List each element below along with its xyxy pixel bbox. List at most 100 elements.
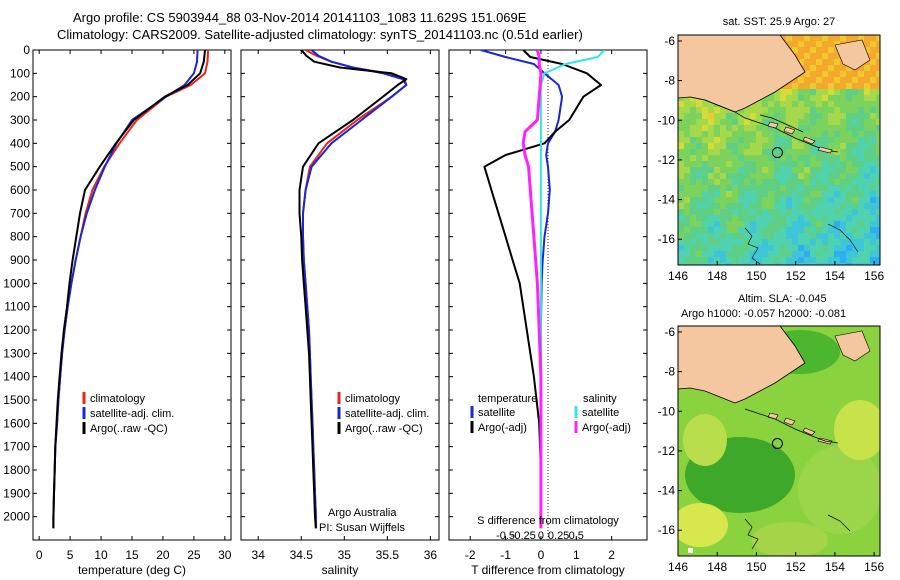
sst-cell bbox=[720, 215, 726, 221]
sst-cell bbox=[798, 215, 804, 221]
sst-cell bbox=[822, 47, 828, 53]
y-tick-label: 100 bbox=[10, 66, 30, 80]
sst-cell bbox=[738, 257, 744, 263]
sst-cell bbox=[768, 215, 774, 221]
sst-cell bbox=[792, 137, 798, 143]
sst-cell bbox=[858, 149, 864, 155]
sst-cell bbox=[786, 143, 792, 149]
sst-cell bbox=[834, 173, 840, 179]
sst-cell bbox=[738, 215, 744, 221]
sst-cell bbox=[750, 119, 756, 125]
sst-cell bbox=[798, 197, 804, 203]
sst-cell bbox=[864, 143, 870, 149]
sst-cell bbox=[792, 197, 798, 203]
sst-cell bbox=[876, 239, 880, 245]
sst-cell bbox=[750, 245, 756, 251]
sst-cell bbox=[690, 143, 696, 149]
sst-cell bbox=[840, 83, 846, 89]
sst-cell bbox=[714, 215, 720, 221]
sst-cell bbox=[678, 167, 684, 173]
sst-cell bbox=[864, 89, 870, 95]
sst-cell bbox=[870, 59, 876, 65]
sst-cell bbox=[792, 233, 798, 239]
pi-note: PI: Susan Wijffels bbox=[319, 522, 405, 534]
sst-cell bbox=[786, 251, 792, 257]
sst-cell bbox=[852, 167, 858, 173]
sst-cell bbox=[816, 143, 822, 149]
sst-cell bbox=[858, 203, 864, 209]
sst-cell bbox=[804, 95, 810, 101]
sst-cell bbox=[798, 191, 804, 197]
sst-cell bbox=[774, 263, 780, 265]
sst-cell bbox=[870, 71, 876, 77]
sst-cell bbox=[726, 221, 732, 227]
sst-cell bbox=[780, 155, 786, 161]
sst-cell bbox=[714, 257, 720, 263]
sst-cell bbox=[810, 209, 816, 215]
sst-cell bbox=[732, 203, 738, 209]
sst-cell bbox=[684, 215, 690, 221]
sst-cell bbox=[846, 263, 852, 265]
sst-cell bbox=[816, 41, 822, 47]
sst-cell bbox=[774, 203, 780, 209]
sst-cell bbox=[822, 239, 828, 245]
sst-cell bbox=[756, 173, 762, 179]
legend-label-argo: Argo(..raw -QC) bbox=[90, 423, 168, 435]
sst-cell bbox=[684, 161, 690, 167]
sst-cell bbox=[804, 203, 810, 209]
sst-cell bbox=[792, 179, 798, 185]
sst-cell bbox=[870, 77, 876, 83]
sst-cell bbox=[714, 125, 720, 131]
sst-cell bbox=[804, 221, 810, 227]
sst-cell bbox=[732, 239, 738, 245]
legend-label-argo: Argo(..raw -QC) bbox=[345, 423, 423, 435]
sst-cell bbox=[870, 233, 876, 239]
sst-cell bbox=[684, 185, 690, 191]
sst-cell bbox=[840, 77, 846, 83]
sst-cell bbox=[870, 179, 876, 185]
sst-cell bbox=[780, 257, 786, 263]
sst-cell bbox=[816, 161, 822, 167]
sst-cell bbox=[702, 245, 708, 251]
sst-cell bbox=[732, 251, 738, 257]
sst-cell bbox=[876, 113, 880, 119]
sst-cell bbox=[756, 263, 762, 265]
sst-cell bbox=[822, 233, 828, 239]
sst-cell bbox=[858, 113, 864, 119]
sst-cell bbox=[714, 191, 720, 197]
sst-cell bbox=[804, 233, 810, 239]
sst-cell bbox=[780, 239, 786, 245]
sst-cell bbox=[744, 113, 750, 119]
sst-cell bbox=[798, 239, 804, 245]
sst-cell bbox=[870, 83, 876, 89]
sst-cell bbox=[702, 143, 708, 149]
sst-cell bbox=[696, 167, 702, 173]
sst-cell bbox=[780, 95, 786, 101]
y-tick-label: 1900 bbox=[3, 486, 30, 500]
sst-cell bbox=[714, 131, 720, 137]
sst-cell bbox=[720, 191, 726, 197]
sst-cell bbox=[852, 143, 858, 149]
sst-cell bbox=[720, 257, 726, 263]
y-tick-label: 2000 bbox=[3, 510, 30, 524]
sst-cell bbox=[684, 101, 690, 107]
sst-cell bbox=[810, 41, 816, 47]
sst-cell bbox=[768, 239, 774, 245]
sst-cell bbox=[726, 173, 732, 179]
sst-cell bbox=[816, 35, 822, 41]
sst-cell bbox=[792, 251, 798, 257]
sst-cell bbox=[846, 179, 852, 185]
sst-cell bbox=[696, 245, 702, 251]
sla-map-title-line2: Argo h1000: -0.057 h2000: -0.081 bbox=[681, 308, 846, 320]
sst-cell bbox=[858, 143, 864, 149]
x-tick-label: 34 bbox=[252, 548, 266, 562]
sst-cell bbox=[744, 203, 750, 209]
sst-cell bbox=[726, 143, 732, 149]
sst-cell bbox=[876, 41, 880, 47]
sst-cell bbox=[804, 149, 810, 155]
sst-cell bbox=[792, 149, 798, 155]
sst-cell bbox=[846, 173, 852, 179]
sst-cell bbox=[870, 155, 876, 161]
sst-cell bbox=[690, 173, 696, 179]
sst-cell bbox=[876, 263, 880, 265]
